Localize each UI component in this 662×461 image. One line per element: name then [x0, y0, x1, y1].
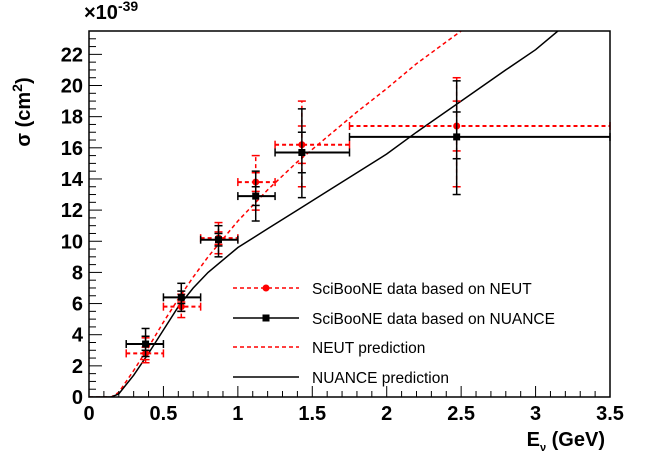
y-tick-label: 18: [61, 107, 83, 129]
x-axis-ticks: 0 0.5 1 1.5 2 2.5 3 3.5: [83, 386, 624, 425]
y-axis-label-main: σ (cm: [13, 92, 35, 147]
y-tick-label: 12: [61, 200, 83, 222]
x-axis-label: Eν (GeV): [527, 429, 605, 454]
x-tick-label: 0.5: [150, 403, 178, 425]
data-point-nuance: [274, 108, 351, 199]
x-axis-label-sub: ν: [540, 442, 546, 454]
data-point-nuance: [237, 170, 276, 222]
y-tick-label: 0: [72, 387, 83, 409]
x-tick-label: 2: [381, 403, 392, 425]
data-point-nuance: [162, 282, 202, 313]
data-markers: [125, 76, 611, 364]
legend-entry-nuance-data: SciBooNE data based on NUANCE: [233, 311, 555, 328]
legend-entry-nuance-prediction: NUANCE prediction: [233, 370, 449, 387]
nuance-data-marker: [298, 148, 306, 156]
y-axis-label-close: ): [13, 77, 35, 84]
nuance-data-marker: [215, 236, 223, 244]
y-tick-label: 8: [72, 262, 83, 284]
x-tick-label: 1: [232, 403, 243, 425]
curve-nuance-prediction: [89, 31, 559, 397]
legend-label-neut-data: SciBooNE data based on NEUT: [312, 281, 532, 298]
exponent-base: ×10: [84, 2, 118, 24]
x-tick-label: 0: [83, 403, 94, 425]
y-axis-ticks: 0 2 4 6 8 10 12 14 16 18 20 22: [61, 30, 102, 409]
x-tick-label: 2.5: [447, 403, 475, 425]
y-tick-label: 14: [61, 169, 84, 191]
y-tick-label: 22: [61, 44, 83, 66]
y-axis-label: σ (cm2): [9, 77, 35, 146]
legend-marker-nuance-data: [262, 314, 270, 322]
nuance-data-marker: [252, 192, 260, 200]
prediction-curves: [89, 31, 559, 397]
y-tick-label: 6: [72, 294, 83, 316]
data-point-nuance: [125, 327, 165, 358]
y-tick-label: 16: [61, 138, 83, 160]
curve-neut-prediction: [89, 31, 462, 397]
legend-entry-neut-prediction: NEUT prediction: [233, 340, 425, 357]
legend-label-neut-prediction: NEUT prediction: [312, 340, 425, 357]
x-axis-label-rest: (GeV): [546, 429, 605, 451]
y-tick-label: 4: [72, 325, 84, 347]
legend: SciBooNE data based on NEUT SciBooNE dat…: [233, 281, 555, 387]
y-tick-label: 20: [61, 76, 83, 98]
legend-label-nuance-data: SciBooNE data based on NUANCE: [312, 311, 555, 328]
nuance-data-marker: [453, 133, 461, 141]
y-tick-label: 10: [61, 231, 83, 253]
legend-marker-neut-data: [262, 284, 270, 292]
nuance-data-marker: [142, 340, 150, 348]
y-exponent-label: ×10-39: [84, 0, 138, 24]
exponent-power: -39: [118, 0, 138, 14]
legend-label-nuance-prediction: NUANCE prediction: [312, 370, 449, 387]
nuance-data-marker: [177, 293, 185, 301]
x-tick-label: 3.5: [596, 403, 624, 425]
data-point-nuance: [199, 224, 239, 258]
x-axis-label-main: E: [527, 429, 540, 451]
x-tick-label: 1.5: [298, 403, 326, 425]
y-tick-label: 2: [72, 356, 83, 378]
legend-entry-neut-data: SciBooNE data based on NEUT: [233, 281, 532, 298]
data-point-nuance: [348, 80, 611, 196]
y-axis-label-sup: 2: [9, 84, 25, 92]
plot-frame: [88, 30, 611, 398]
x-tick-label: 3: [530, 403, 541, 425]
